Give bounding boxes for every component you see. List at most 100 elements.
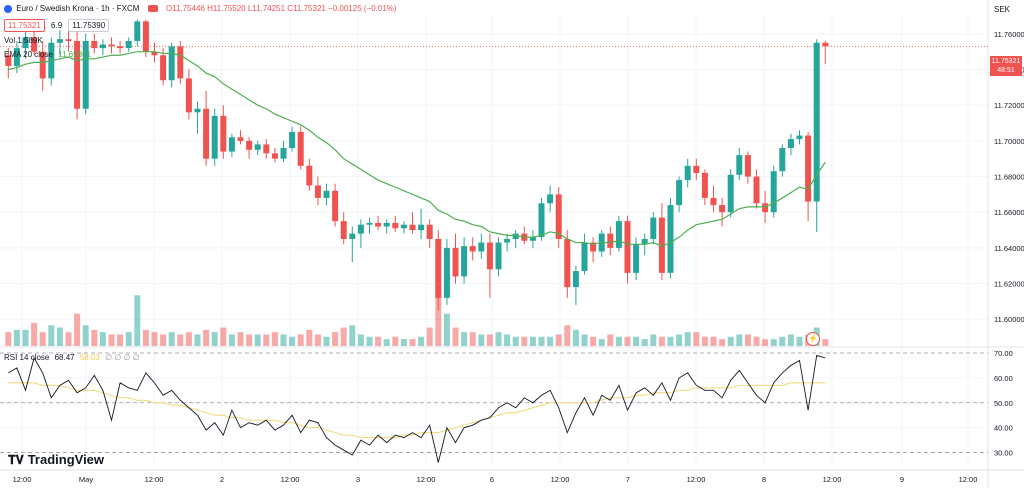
rsi-line bbox=[8, 354, 826, 463]
volume-bar bbox=[658, 336, 665, 346]
rsi-tick-label: 30.00 bbox=[994, 449, 1013, 458]
volume-bar bbox=[701, 336, 708, 346]
candle-body bbox=[82, 40, 89, 109]
time-tick-label: 3 bbox=[356, 475, 360, 484]
volume-bar bbox=[142, 329, 149, 346]
candle-body bbox=[650, 217, 657, 239]
time-tick-label: 12:00 bbox=[551, 475, 570, 484]
volume-bar bbox=[504, 334, 511, 346]
volume-bar bbox=[22, 329, 29, 346]
volume-bar bbox=[5, 332, 12, 346]
candle-body bbox=[263, 144, 270, 154]
sell-button[interactable]: 11.75321 bbox=[4, 19, 45, 32]
candle-body bbox=[254, 144, 261, 150]
candle-body bbox=[796, 135, 803, 140]
candle-body bbox=[332, 190, 339, 222]
ema-line bbox=[8, 51, 826, 247]
volume-bar bbox=[650, 334, 657, 346]
volume-bar bbox=[168, 332, 175, 346]
bar-countdown: 48:51 bbox=[997, 67, 1015, 74]
time-tick-label: 12:00 bbox=[687, 475, 706, 484]
tradingview-logo[interactable]: 𝐓𝐕 TradingView bbox=[8, 452, 104, 468]
candle-body bbox=[426, 224, 433, 239]
time-tick-label: 9 bbox=[900, 475, 904, 484]
volume-bar bbox=[228, 334, 235, 346]
candle-body bbox=[65, 39, 72, 41]
volume-bar bbox=[615, 336, 622, 346]
volume-bar bbox=[297, 334, 304, 346]
time-tick-label: May bbox=[79, 475, 93, 484]
candle-body bbox=[203, 108, 210, 159]
tradingview-mark-icon: 𝐓𝐕 bbox=[8, 453, 24, 467]
volume-bar bbox=[736, 334, 743, 346]
candle-body bbox=[5, 55, 12, 66]
candle-body bbox=[74, 40, 81, 109]
currency-label[interactable]: SEK bbox=[994, 5, 1011, 14]
buy-button[interactable]: 11.75390 bbox=[68, 19, 110, 32]
volume-bar bbox=[323, 336, 330, 346]
candle-body bbox=[134, 21, 141, 41]
chart-header: Euro / Swedish Krona · 1h · FXCM O11.754… bbox=[4, 4, 397, 13]
candle-body bbox=[813, 42, 820, 202]
candle-body bbox=[822, 42, 829, 47]
candle-body bbox=[529, 237, 536, 241]
volume-bar bbox=[366, 336, 373, 346]
time-tick-label: 2 bbox=[220, 475, 224, 484]
candle-body bbox=[744, 155, 751, 177]
volume-bar bbox=[770, 339, 777, 346]
candle-body bbox=[693, 165, 700, 173]
volume-bar bbox=[572, 329, 579, 346]
candle-body bbox=[357, 224, 364, 234]
candle-body bbox=[142, 21, 149, 52]
candle-body bbox=[99, 44, 106, 49]
rsi-extra-values: ∅ ∅ ∅ ∅ bbox=[105, 353, 140, 362]
candle-body bbox=[366, 222, 373, 225]
candle-body bbox=[151, 51, 158, 56]
candle-body bbox=[443, 247, 450, 298]
volume-bar bbox=[822, 339, 829, 346]
volume-bar bbox=[280, 334, 287, 346]
volume-bar bbox=[48, 325, 55, 346]
volume-bar bbox=[684, 332, 691, 346]
volume-bar bbox=[237, 332, 244, 346]
volume-bar bbox=[486, 334, 493, 346]
candle-body bbox=[22, 37, 29, 49]
candle-body bbox=[340, 221, 347, 239]
candle-body bbox=[246, 140, 253, 150]
candle-body bbox=[220, 115, 227, 152]
candle-body bbox=[160, 55, 167, 81]
volume-bar bbox=[693, 332, 700, 346]
ema-value: 11.69361 bbox=[58, 50, 91, 59]
ema-legend[interactable]: EMA 20 close 11.69361 bbox=[4, 50, 91, 59]
volume-bar bbox=[409, 339, 416, 346]
candle-body bbox=[13, 48, 20, 66]
candle-body bbox=[615, 221, 622, 248]
volume-bar bbox=[512, 336, 519, 346]
candle-body bbox=[590, 242, 597, 252]
volume-bar bbox=[400, 339, 407, 346]
candle-body bbox=[762, 203, 769, 213]
rsi-label: RSI 14 close bbox=[4, 353, 50, 362]
rsi-legend[interactable]: RSI 14 close 68.47 58.03 ∅ ∅ ∅ ∅ bbox=[4, 353, 140, 362]
volume-bar bbox=[452, 327, 459, 346]
volume-bar bbox=[641, 339, 648, 346]
volume-bar bbox=[581, 334, 588, 346]
volume-bar bbox=[426, 327, 433, 346]
volume-bar bbox=[194, 334, 201, 346]
volume-bar bbox=[762, 339, 769, 346]
volume-legend[interactable]: Vol 1.589K bbox=[4, 36, 43, 45]
candle-body bbox=[56, 39, 63, 43]
lightning-icon[interactable]: ⚡ bbox=[806, 332, 820, 346]
candle-body bbox=[314, 185, 321, 198]
volume-bar bbox=[727, 336, 734, 346]
candle-body bbox=[237, 137, 244, 141]
candle-body bbox=[547, 194, 554, 204]
candle-body bbox=[323, 190, 330, 198]
candle-body bbox=[418, 224, 425, 231]
volume-bar bbox=[796, 336, 803, 346]
candle-body bbox=[271, 153, 278, 159]
time-tick-label: 12:00 bbox=[417, 475, 436, 484]
symbol-title[interactable]: Euro / Swedish Krona · 1h · FXCM bbox=[16, 4, 140, 13]
candle-body bbox=[280, 148, 287, 159]
